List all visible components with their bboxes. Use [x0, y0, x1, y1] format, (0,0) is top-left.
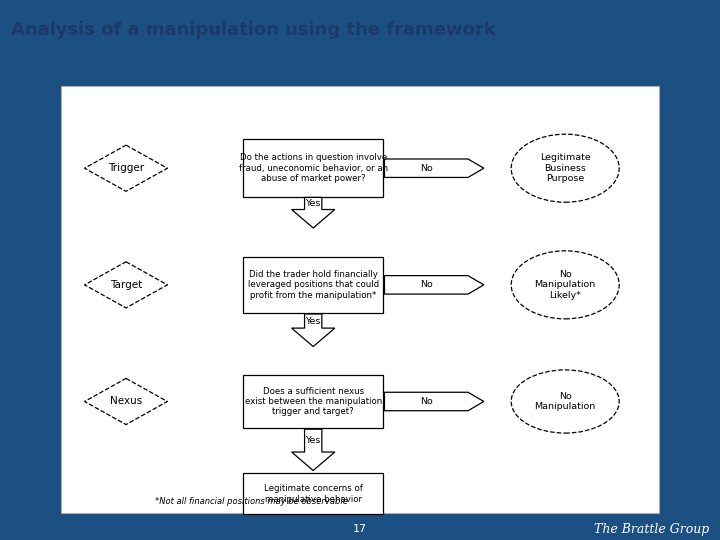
FancyBboxPatch shape — [243, 257, 383, 313]
Text: Legitimate
Business
Purpose: Legitimate Business Purpose — [540, 153, 590, 183]
Text: Analysis of a manipulation using the framework: Analysis of a manipulation using the fra… — [11, 21, 495, 39]
Text: Yes: Yes — [305, 316, 321, 326]
Text: No: No — [420, 164, 433, 173]
Ellipse shape — [511, 251, 619, 319]
Text: 17: 17 — [353, 524, 367, 534]
Ellipse shape — [511, 370, 619, 433]
Text: *Not all financial positions may be observable: *Not all financial positions may be obse… — [155, 497, 348, 505]
Text: The Brattle Group: The Brattle Group — [594, 523, 709, 536]
Polygon shape — [384, 392, 484, 411]
Text: Does a sufficient nexus
exist between the manipulation
trigger and target?: Does a sufficient nexus exist between th… — [245, 387, 382, 416]
Polygon shape — [384, 159, 484, 178]
Text: Do the actions in question involve
fraud, uneconomic behavior, or an
abuse of ma: Do the actions in question involve fraud… — [238, 153, 388, 183]
Text: No: No — [420, 397, 433, 406]
Text: Legitimate concerns of
manipulative behavior: Legitimate concerns of manipulative beha… — [264, 484, 363, 503]
Text: Trigger: Trigger — [108, 163, 144, 173]
Polygon shape — [384, 275, 484, 294]
FancyBboxPatch shape — [61, 85, 659, 513]
Ellipse shape — [511, 134, 619, 202]
Text: No
Manipulation: No Manipulation — [534, 392, 596, 411]
Text: Nexus: Nexus — [110, 396, 142, 407]
Polygon shape — [292, 197, 335, 228]
FancyBboxPatch shape — [243, 139, 383, 197]
FancyBboxPatch shape — [243, 473, 383, 515]
FancyBboxPatch shape — [243, 375, 383, 428]
Polygon shape — [292, 314, 335, 347]
Text: Did the trader hold financially
leveraged positions that could
profit from the m: Did the trader hold financially leverage… — [248, 270, 379, 300]
Text: No: No — [420, 280, 433, 289]
Text: Target: Target — [110, 280, 142, 290]
Text: No
Manipulation
Likely*: No Manipulation Likely* — [534, 270, 596, 300]
Text: Yes: Yes — [305, 199, 321, 208]
Polygon shape — [292, 429, 335, 470]
Text: Yes: Yes — [305, 436, 321, 445]
